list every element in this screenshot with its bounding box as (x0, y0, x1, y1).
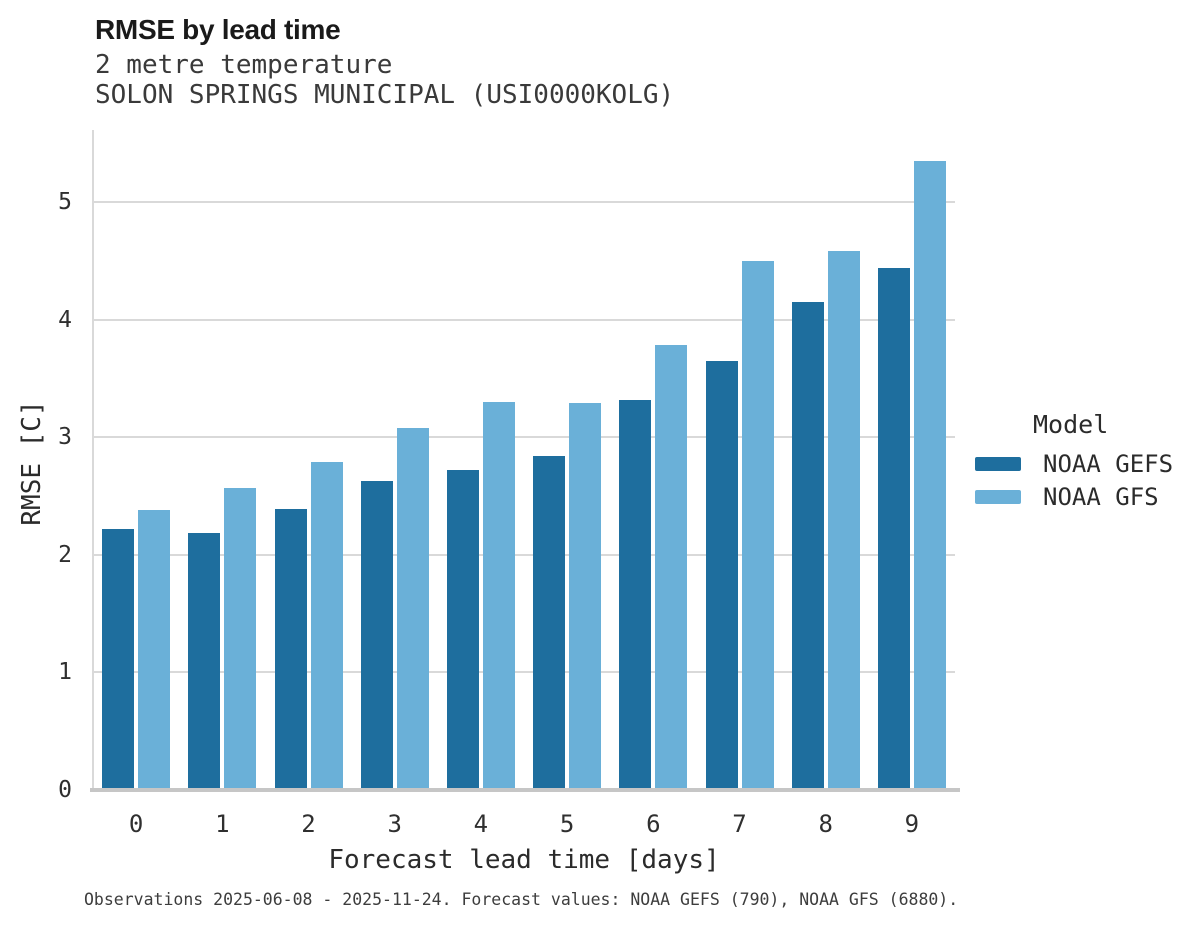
x-tick-label-2: 2 (301, 810, 316, 838)
bar-noaa-gefs-lead-9 (877, 268, 910, 788)
bar-noaa-gfs-lead-3 (396, 428, 429, 788)
data-caption: Observations 2025-06-08 - 2025-11-24. Fo… (84, 890, 959, 909)
figure-title: RMSE by lead time (95, 14, 341, 45)
x-tick-label-0: 0 (128, 810, 144, 838)
x-axis-title: Forecast lead time [days] (328, 845, 720, 875)
legend-label: NOAA GEFS (1043, 449, 1174, 478)
x-tick-label-8: 8 (818, 810, 833, 838)
gridline-y-3 (93, 436, 955, 439)
bar-noaa-gfs-lead-0 (138, 510, 171, 788)
y-tick-label-4: 4 (58, 306, 72, 333)
y-tick-label-1: 1 (58, 659, 72, 686)
y-tick-label-2: 2 (58, 541, 72, 568)
y-tick-label-5: 5 (58, 189, 72, 215)
bar-noaa-gefs-lead-4 (446, 470, 479, 788)
x-tick-label-7: 7 (732, 810, 747, 838)
legend-swatch-icon (975, 489, 1021, 504)
y-axis-line (92, 130, 94, 792)
legend-items: NOAA GEFS NOAA GFS (975, 449, 1174, 511)
x-tick-label-1: 1 (215, 810, 230, 838)
x-axis-baseline (90, 788, 960, 792)
x-tick-label-6: 6 (646, 810, 661, 838)
gridline-y-1 (93, 671, 955, 674)
x-tick-label-4: 4 (473, 810, 489, 838)
bar-noaa-gefs-lead-8 (791, 302, 824, 788)
x-tick-label-3: 3 (387, 810, 402, 838)
legend-label: NOAA GFS (1043, 482, 1159, 511)
figure-subtitle-parameter: 2 metre temperature (95, 50, 393, 80)
bar-noaa-gefs-lead-2 (274, 509, 307, 788)
bar-noaa-gefs-lead-6 (619, 399, 652, 788)
figure-subtitle-station: SOLON SPRINGS MUNICIPAL (USI0000KOLG) (95, 80, 675, 110)
bar-noaa-gfs-lead-9 (913, 161, 946, 788)
bar-noaa-gefs-lead-3 (360, 481, 393, 788)
bar-noaa-gfs-lead-1 (224, 488, 257, 788)
bar-noaa-gefs-lead-1 (188, 532, 221, 788)
y-tick-label-3: 3 (58, 424, 72, 451)
legend-swatch-icon (975, 456, 1021, 471)
x-tick-label-9: 9 (904, 810, 920, 838)
gridline-y-4 (93, 318, 955, 321)
gridline-y-2 (93, 553, 955, 556)
plot-area (90, 130, 960, 792)
legend: Model NOAA GEFS NOAA GFS (975, 410, 1173, 518)
legend-item-noaa-gfs: NOAA GFS (975, 482, 1173, 511)
bar-noaa-gfs-lead-4 (482, 402, 515, 788)
bar-noaa-gfs-lead-6 (655, 344, 688, 788)
bar-noaa-gefs-lead-5 (533, 456, 566, 788)
bar-noaa-gfs-lead-2 (310, 462, 343, 788)
bar-noaa-gfs-lead-5 (569, 403, 602, 788)
bar-noaa-gfs-lead-7 (741, 261, 774, 788)
bar-noaa-gefs-lead-7 (705, 361, 738, 788)
y-tick-label-0: 0 (58, 777, 72, 803)
bar-noaa-gfs-lead-8 (827, 250, 860, 788)
bar-noaa-gefs-lead-0 (102, 529, 135, 788)
gridline-y-5 (93, 201, 955, 203)
legend-title: Model (1033, 410, 1109, 439)
legend-item-noaa-gefs: NOAA GEFS (975, 449, 1174, 478)
y-axis-title: RMSE [C] (17, 400, 47, 526)
x-tick-label-5: 5 (559, 810, 575, 838)
